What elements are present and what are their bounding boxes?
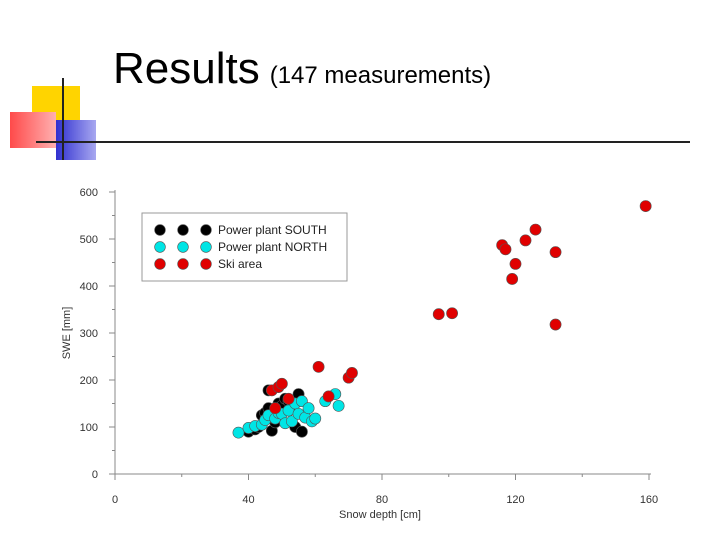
point-ski-area [509, 258, 522, 270]
chart-axes: 0 100 200 300 400 500 600 0 40 80 120 160 [80, 187, 659, 506]
x-tick-label: 160 [640, 494, 658, 506]
point-ski-area [549, 246, 562, 259]
title-divider-line [36, 141, 690, 143]
x-tick-label: 120 [506, 494, 524, 506]
y-tick-label: 400 [80, 281, 98, 293]
slide-title: Results (147 measurements) [113, 44, 491, 94]
legend-marker [200, 241, 212, 253]
deco-vertical-line [62, 78, 64, 160]
point-power-plant-south [295, 425, 308, 438]
chart-points [232, 200, 652, 439]
x-tick-label: 40 [242, 494, 254, 506]
point-power-plant-north [302, 402, 315, 415]
point-ski-area [499, 243, 512, 256]
legend-label: Ski area [218, 257, 262, 271]
point-power-plant-north [332, 399, 345, 412]
legend-marker [177, 241, 189, 253]
legend-marker [154, 224, 166, 236]
y-tick-label: 0 [92, 469, 98, 481]
x-axis-label: Snow depth [cm] [339, 509, 421, 521]
legend-marker [177, 224, 189, 236]
point-power-plant-north [232, 426, 245, 439]
point-ski-area [519, 234, 532, 247]
title-main: Results [113, 44, 260, 93]
point-ski-area [282, 392, 295, 405]
point-ski-area [322, 390, 335, 403]
y-tick-label: 200 [80, 375, 98, 387]
point-ski-area [269, 402, 282, 415]
point-power-plant-north [285, 415, 298, 428]
legend-marker [177, 258, 189, 270]
point-ski-area [312, 360, 325, 373]
point-power-plant-north [309, 412, 322, 425]
x-tick-label: 0 [112, 494, 118, 506]
legend-marker [200, 224, 212, 236]
point-ski-area [529, 223, 542, 236]
point-ski-area [506, 273, 519, 285]
legend-marker [200, 258, 212, 270]
point-ski-area [275, 377, 288, 390]
legend-box [141, 212, 348, 282]
y-tick-label: 600 [80, 187, 98, 199]
y-tick-label: 500 [80, 234, 98, 246]
title-subtitle: (147 measurements) [269, 62, 492, 89]
chart-legend: Power plant SOUTH Power plant NORTH Ski ar… [141, 212, 348, 282]
y-axis-label: SWE [mm] [61, 307, 73, 360]
point-ski-area [446, 307, 458, 320]
x-tick-label: 80 [376, 494, 388, 506]
y-tick-label: 300 [80, 328, 98, 340]
legend-label: Power plant NORTH [218, 240, 327, 254]
point-ski-area [346, 367, 358, 379]
legend-marker [154, 241, 166, 253]
point-ski-area [432, 308, 445, 321]
y-tick-label: 100 [80, 422, 98, 434]
point-ski-area [549, 318, 562, 331]
legend-marker [154, 258, 166, 270]
point-ski-area [639, 200, 652, 212]
legend-label: Power plant SOUTH [218, 223, 327, 237]
